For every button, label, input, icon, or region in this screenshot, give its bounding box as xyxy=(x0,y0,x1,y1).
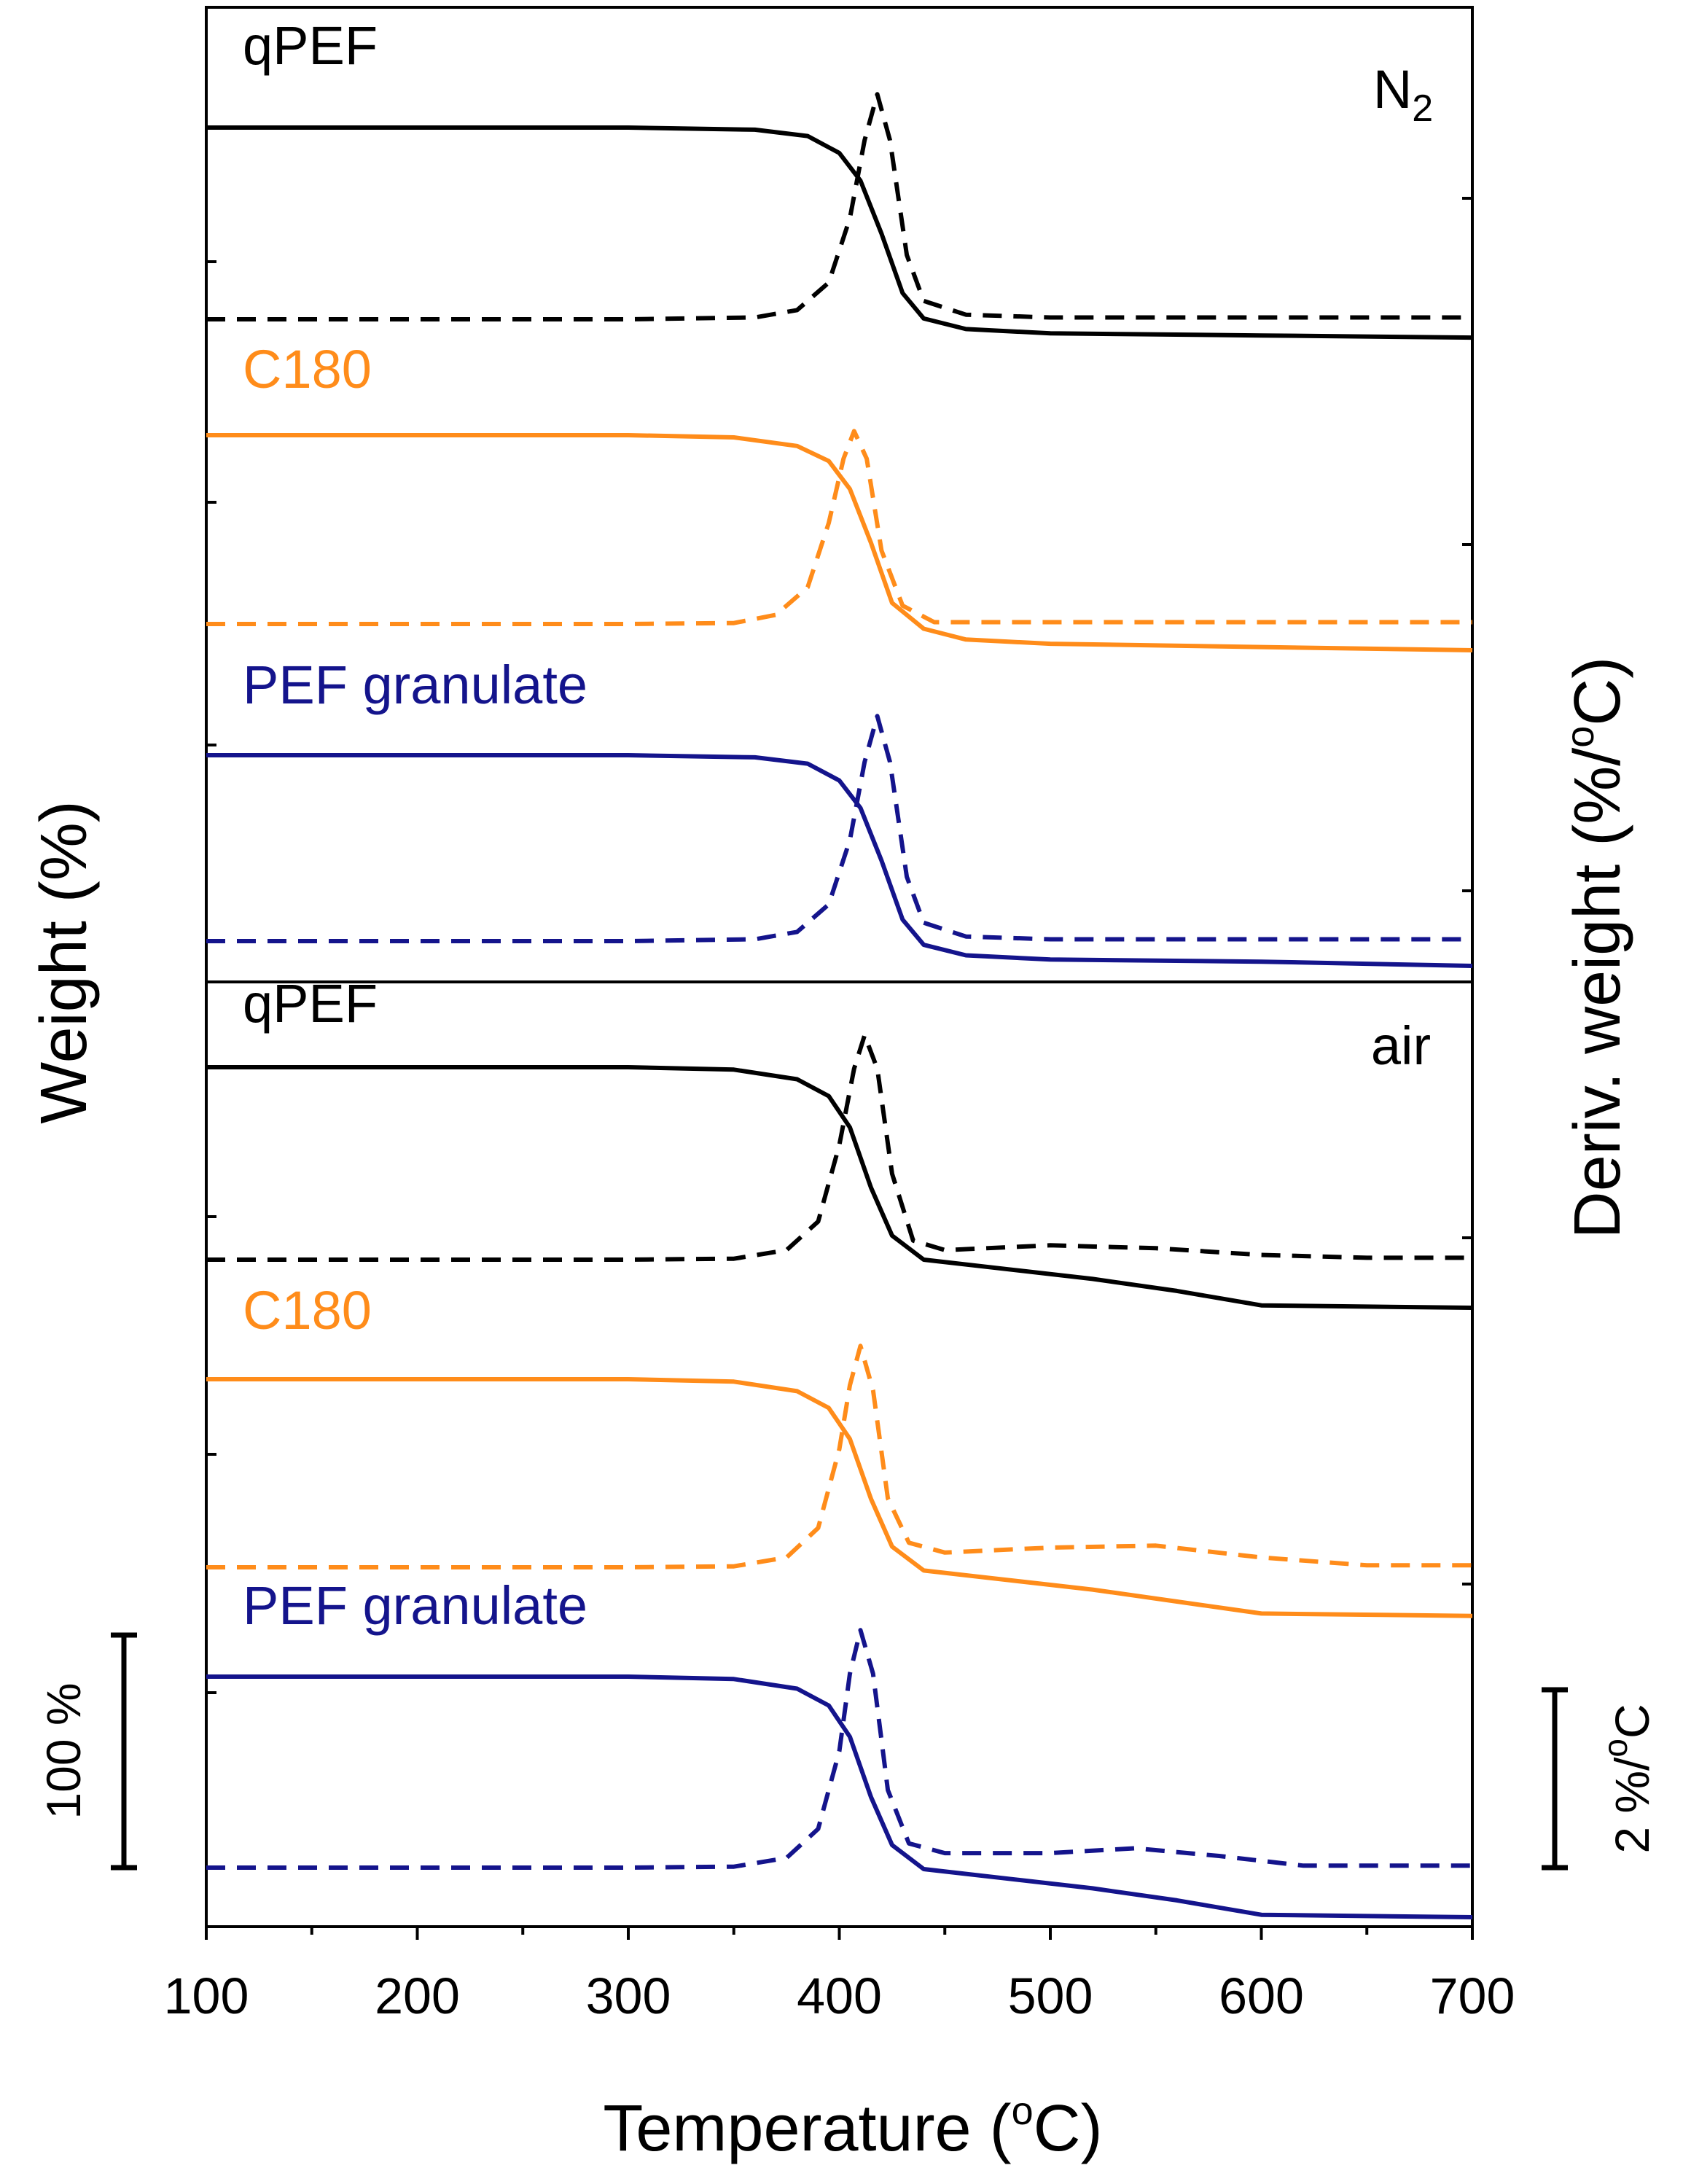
plot-border xyxy=(205,6,1474,1928)
curve-label-pef-granulate-panel1: PEF granulate xyxy=(243,655,587,715)
x-axis-title: Temperature (oC) xyxy=(603,2089,1102,2165)
labels-layer: qPEF C180 PEF granulate qPEF C180 PEF granula… xyxy=(243,15,587,1636)
right-scale-bar: 2 %/oC xyxy=(1542,1687,1659,1871)
curve-label-qpef-panel2: qPEF xyxy=(243,973,378,1034)
x-tick-label: 700 xyxy=(1430,1967,1515,2024)
weight-curve-pef-granulate-panel2 xyxy=(206,1674,1473,1919)
atmosphere-label-n2: N2 xyxy=(1373,59,1433,130)
weight-curve-pef-granulate-panel1 xyxy=(206,753,1473,968)
x-tick-label: 200 xyxy=(375,1967,460,2024)
deriv-curve-qpef-panel2 xyxy=(206,1033,1472,1262)
curves-layer xyxy=(206,92,1473,1919)
deriv-curve-qpef-panel1 xyxy=(206,92,1472,321)
left-axis-title: Weight (%) xyxy=(28,800,101,1123)
weight-curve-qpef-panel2 xyxy=(206,1065,1473,1310)
curve-label-c180-panel1: C180 xyxy=(243,339,372,399)
right-scale-bar-label: 2 %/oC xyxy=(1596,1704,1659,1853)
x-tick-label: 100 xyxy=(164,1967,249,2024)
weight-curve-c180-panel1 xyxy=(206,433,1473,652)
x-tick-label: 600 xyxy=(1219,1967,1304,2024)
deriv-curve-pef-granulate-panel1 xyxy=(206,714,1472,943)
left-scale-bar: 100 % xyxy=(36,1632,137,1871)
x-tick-label: 500 xyxy=(1008,1967,1093,2024)
x-tick-label: 400 xyxy=(797,1967,882,2024)
curve-label-pef-granulate-panel2: PEF granulate xyxy=(243,1575,587,1636)
weight-curve-c180-panel2 xyxy=(206,1377,1473,1618)
left-scale-bar-label: 100 % xyxy=(36,1682,90,1819)
deriv-curve-c180-panel1 xyxy=(206,429,1472,626)
curve-label-c180-panel2: C180 xyxy=(243,1280,372,1341)
deriv-curve-pef-granulate-panel2 xyxy=(206,1628,1472,1870)
plot-frame xyxy=(205,6,1474,1940)
curve-label-qpef-panel1: qPEF xyxy=(243,15,378,76)
deriv-curve-c180-panel2 xyxy=(206,1343,1472,1569)
atmosphere-label-air: air xyxy=(1371,1015,1431,1076)
x-tick-labels: 100 200 300 400 500 600 700 xyxy=(164,1967,1515,2024)
weight-curve-qpef-panel1 xyxy=(206,125,1473,340)
right-axis-title: Deriv. weight (%/oC) xyxy=(1558,657,1634,1239)
x-tick-label: 300 xyxy=(586,1967,671,2024)
